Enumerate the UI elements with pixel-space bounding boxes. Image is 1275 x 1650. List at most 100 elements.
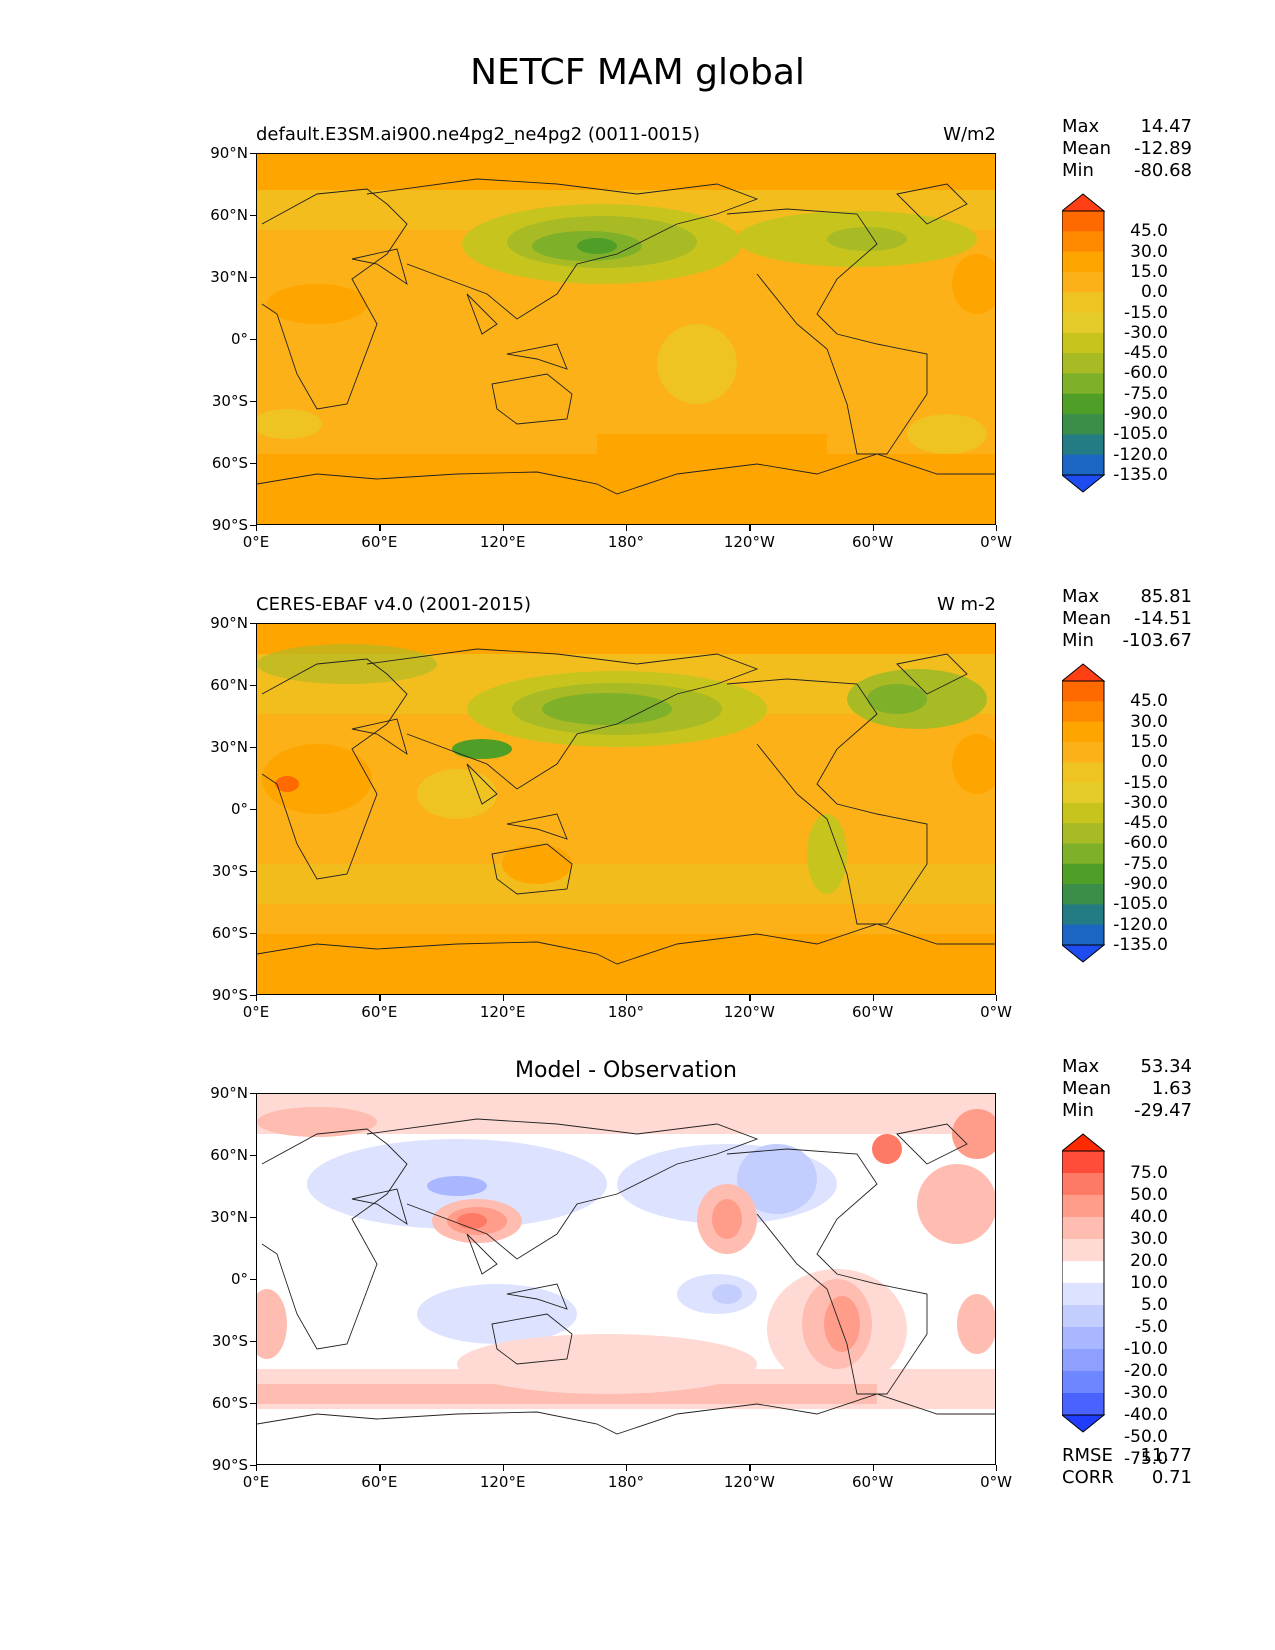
longitude-tick-label: 60°E — [361, 533, 398, 551]
longitude-tick-label: 0°E — [242, 1473, 270, 1491]
longitude-tick-mark — [749, 525, 751, 531]
longitude-tick-mark — [872, 1465, 874, 1471]
stat-label: Max — [1062, 1056, 1100, 1077]
longitude-tick-label: 120°W — [723, 533, 775, 551]
colorbar-level — [1062, 1239, 1104, 1262]
colorbar-tick-label: -105.0 — [1113, 424, 1168, 445]
latitude-tick-mark — [250, 933, 256, 935]
colorbar-tick-label: -90.0 — [1124, 874, 1168, 895]
colorbar-level — [1062, 231, 1104, 253]
latitude-tick-mark — [250, 1279, 256, 1281]
difference-field-plot — [257, 1094, 995, 1464]
latitude-tick-mark — [250, 685, 256, 687]
colorbar-level — [1062, 1283, 1104, 1306]
colorbar-tick-label: -10.0 — [1124, 1339, 1168, 1359]
latitude-tick-label: 60°N — [210, 676, 248, 694]
observation-units-label: W m-2 — [936, 594, 996, 615]
longitude-tick-mark — [626, 525, 628, 531]
stat-value: 14.47 — [1140, 116, 1192, 137]
latitude-tick-mark — [250, 1093, 256, 1095]
colorbar-tick-label: -15.0 — [1124, 302, 1168, 323]
longitude-tick-mark — [626, 995, 628, 1001]
colorbar-tick-label: 20.0 — [1130, 1251, 1168, 1271]
stat-label: Min — [1062, 1100, 1094, 1121]
colorbar-tick-label: 15.0 — [1130, 261, 1168, 282]
colorbar-outline — [1062, 210, 1105, 476]
stat-value: -80.68 — [1133, 160, 1192, 181]
colorbar-level — [1062, 332, 1104, 354]
stat-row: Max 53.34 — [1062, 1056, 1192, 1078]
colorbar-tick-label: -75.0 — [1124, 1449, 1168, 1469]
longitude-tick-mark — [996, 995, 998, 1001]
colorbar-outline — [1062, 680, 1105, 946]
stat-row: Min -103.67 — [1062, 630, 1192, 652]
latitude-tick-mark — [250, 153, 256, 155]
colorbar-level — [1062, 353, 1104, 374]
colorbar-level — [1062, 681, 1104, 702]
colorbar-level — [1062, 251, 1104, 273]
stat-row: Mean -12.89 — [1062, 138, 1192, 160]
colorbar-extend-min — [1062, 1414, 1106, 1433]
longitude-tick-label: 0°W — [980, 533, 1012, 551]
colorbar-tick-label: 50.0 — [1130, 1185, 1168, 1205]
longitude-tick-mark — [872, 525, 874, 531]
longitude-tick-label: 60°W — [851, 1003, 894, 1021]
latitude-tick-mark — [250, 871, 256, 873]
latitude-tick-mark — [250, 1155, 256, 1157]
colorbar-tick-label: -30.0 — [1124, 1383, 1168, 1403]
colorbar-level — [1062, 924, 1104, 946]
colorbar-tick-label: -105.0 — [1113, 894, 1168, 915]
colorbar-level — [1062, 782, 1104, 804]
longitude-tick-mark — [379, 995, 381, 1001]
colorbar-tick-label: 5.0 — [1140, 1295, 1168, 1315]
longitude-tick-label: 120°E — [479, 533, 526, 551]
longitude-tick-mark — [502, 1465, 504, 1471]
colorbar-tick-label: -75.0 — [1124, 853, 1168, 874]
observation-map — [256, 623, 996, 995]
stat-label: Max — [1062, 116, 1100, 137]
longitude-tick-label: 0°E — [242, 533, 270, 551]
colorbar-level — [1062, 1349, 1104, 1372]
latitude-tick-label: 90°S — [211, 986, 248, 1004]
longitude-tick-mark — [749, 995, 751, 1001]
colorbar-level — [1062, 823, 1104, 844]
latitude-tick-mark — [250, 1403, 256, 1405]
observation-field-plot — [257, 624, 995, 994]
stat-row: Min -29.47 — [1062, 1100, 1192, 1122]
stat-value: 1.63 — [1151, 1078, 1192, 1099]
model-field-plot — [257, 154, 995, 524]
colorbar-level — [1062, 843, 1104, 865]
colorbar-tick-label: -75.0 — [1124, 383, 1168, 404]
colorbar-extend-min — [1062, 944, 1106, 963]
colorbar-tick-label: -30.0 — [1124, 322, 1168, 343]
colorbar-tick-label: 40.0 — [1130, 1207, 1168, 1227]
colorbar-level — [1062, 373, 1104, 395]
longitude-tick-mark — [626, 1465, 628, 1471]
stat-value: -103.67 — [1122, 630, 1192, 651]
stat-label: Min — [1062, 160, 1094, 181]
colorbar-extend-min — [1062, 474, 1106, 493]
colorbar-tick-label: -30.0 — [1124, 792, 1168, 813]
colorbar-level — [1062, 312, 1104, 334]
longitude-tick-label: 120°W — [723, 1473, 775, 1491]
latitude-tick-label: 0° — [230, 1270, 248, 1288]
difference-title: Model - Observation — [515, 1058, 737, 1083]
colorbar-tick-label: -50.0 — [1124, 1427, 1168, 1447]
latitude-tick-mark — [250, 747, 256, 749]
colorbar-tick-label: -60.0 — [1124, 833, 1168, 854]
longitude-tick-mark — [379, 1465, 381, 1471]
stat-value: -29.47 — [1133, 1100, 1192, 1121]
longitude-tick-label: 60°E — [361, 1473, 398, 1491]
model-map — [256, 153, 996, 525]
latitude-tick-mark — [250, 623, 256, 625]
stats-block: Max 14.47 Mean -12.89 Min -80.68 — [1062, 116, 1192, 182]
latitude-tick-label: 30°S — [211, 392, 248, 410]
colorbar-level — [1062, 1393, 1104, 1416]
colorbar-tick-label: 15.0 — [1130, 731, 1168, 752]
colorbar-level — [1062, 762, 1104, 784]
stat-label: Min — [1062, 630, 1094, 651]
colorbar-extend-max — [1062, 193, 1106, 212]
colorbar-level — [1062, 271, 1104, 293]
stat-value: -14.51 — [1133, 608, 1192, 629]
colorbar-level — [1062, 393, 1104, 415]
